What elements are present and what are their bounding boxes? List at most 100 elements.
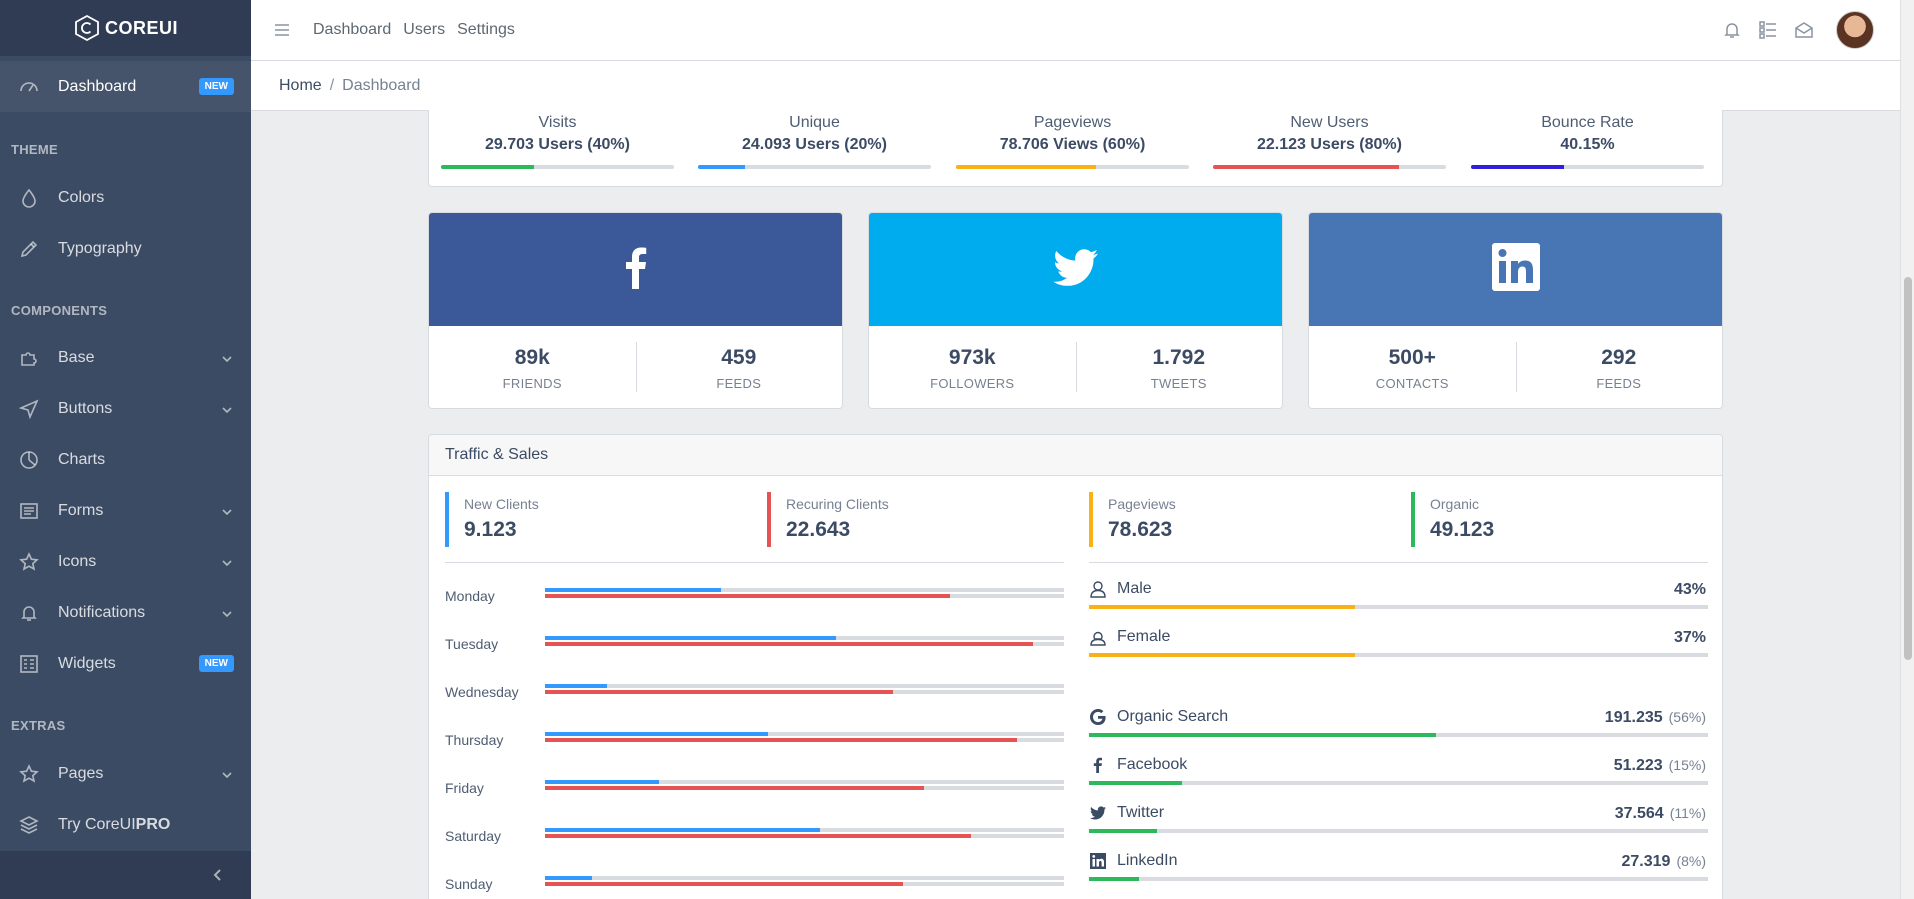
social-stat: 459 FEEDS <box>636 326 843 408</box>
metric-percent: (11%) <box>1669 805 1706 821</box>
callout-new-clients: New Clients 9.123 <box>445 492 539 547</box>
sidebar-item-notifications[interactable]: Notifications <box>0 587 251 638</box>
bar-fill <box>545 786 924 790</box>
recuring-clients-bar <box>545 834 1064 838</box>
sidebar-item-colors[interactable]: Colors <box>0 172 251 223</box>
sidebar-item-try-coreui-pro[interactable]: Try CoreUIPRO <box>0 799 251 850</box>
stat-progress-fill <box>1213 165 1400 169</box>
metric-number: 37% <box>1673 629 1706 646</box>
recuring-clients-bar <box>545 642 1064 646</box>
new-clients-bar <box>545 780 1064 784</box>
chevron-down-icon <box>221 607 233 619</box>
metric-row-label: Twitter <box>1089 804 1164 822</box>
recuring-clients-bar <box>545 738 1064 742</box>
breadcrumb-separator: / <box>329 76 335 94</box>
cursor-icon <box>18 398 40 420</box>
sidebar-item-pages[interactable]: Pages <box>0 748 251 799</box>
metric-progress-fill <box>1089 781 1182 785</box>
bell-icon[interactable] <box>1722 20 1742 40</box>
page-scrollbar[interactable] <box>1900 0 1914 899</box>
sidebar-item-buttons[interactable]: Buttons <box>0 383 251 434</box>
header: Dashboard Users Settings <box>251 0 1900 61</box>
layers-icon <box>18 814 40 836</box>
header-link-settings[interactable]: Settings <box>457 21 515 38</box>
stat-value: 22.123 Users (80%) <box>1257 136 1402 153</box>
header-link-dashboard[interactable]: Dashboard <box>313 21 392 38</box>
bar-fill <box>545 732 769 736</box>
header-link-users[interactable]: Users <box>403 21 446 38</box>
sidebar-minimizer[interactable] <box>0 851 251 899</box>
metric-value: 51.223 (15%) <box>1614 757 1706 775</box>
chevron-down-icon <box>221 768 233 780</box>
social-stat-value: 973k <box>948 346 996 369</box>
new-badge: NEW <box>198 78 234 95</box>
social-stat-value: 459 <box>721 346 757 369</box>
stat-progress <box>956 165 1189 169</box>
social-stat-label: FEEDS <box>716 376 762 391</box>
drop-icon <box>18 187 40 209</box>
metric-progress <box>1089 653 1708 657</box>
user-avatar[interactable] <box>1836 11 1874 49</box>
stat-label: Bounce Rate <box>1541 114 1634 131</box>
sidebar-item-charts[interactable]: Charts <box>0 434 251 485</box>
metric-row-label: LinkedIn <box>1089 852 1178 870</box>
metric-progress-fill <box>1089 733 1436 737</box>
metric-label: LinkedIn <box>1117 852 1178 869</box>
nav-title-components: COMPONENTS <box>11 303 108 318</box>
day-label: Saturday <box>445 828 502 844</box>
bar-fill <box>545 588 722 592</box>
metric-label: Twitter <box>1117 804 1165 821</box>
stat-label: Visits <box>538 114 577 131</box>
day-label: Wednesday <box>445 684 519 700</box>
stat-bounce-rate: Bounce Rate 40.15% <box>1471 114 1704 154</box>
metric-value: 27.319 (8%) <box>1622 853 1707 871</box>
chart-pie-icon <box>18 449 40 471</box>
envelope-open-icon[interactable] <box>1794 20 1814 40</box>
callout-organic: Organic 49.123 <box>1411 492 1494 547</box>
callout-label: Pageviews <box>1108 496 1176 512</box>
sidebar-item-dashboard[interactable]: Dashboard NEW <box>0 61 251 112</box>
user-icon <box>1089 580 1117 598</box>
new-clients-bar <box>545 732 1064 736</box>
metric-progress <box>1089 733 1708 737</box>
callout-recuring-clients: Recuring Clients 22.643 <box>767 492 889 547</box>
social-stat: 1.792 TWEETS <box>1076 326 1283 408</box>
metric-value: 191.235 (56%) <box>1605 709 1706 727</box>
bar-fill <box>545 642 1033 646</box>
stat-pageviews: Pageviews 78.706 Views (60%) <box>956 114 1189 154</box>
brand-logo[interactable]: COREUI <box>0 0 251 56</box>
social-header-linkedin <box>1309 213 1722 326</box>
social-stat-value: 89k <box>514 346 550 369</box>
metric-progress-fill <box>1089 653 1356 657</box>
task-list-icon[interactable] <box>1758 20 1778 40</box>
social-stat-value: 500+ <box>1388 346 1436 369</box>
sidebar-item-typography[interactable]: Typography <box>0 223 251 274</box>
recuring-clients-bar <box>545 786 1064 790</box>
stat-new-users: New Users 22.123 Users (80%) <box>1213 114 1446 154</box>
sidebar-item-icons[interactable]: Icons <box>0 536 251 587</box>
metric-number: 27.319 <box>1621 853 1671 870</box>
menu-toggle-icon[interactable] <box>273 21 291 39</box>
metric-progress-fill <box>1089 829 1158 833</box>
sidebar-item-widgets[interactable]: Widgets NEW <box>0 638 251 689</box>
sidebar-item-base[interactable]: Base <box>0 332 251 383</box>
linkedin-icon <box>1488 239 1544 300</box>
nav-title-extras: EXTRAS <box>11 718 66 733</box>
divider <box>1075 342 1077 392</box>
day-label: Friday <box>445 780 484 796</box>
bar-fill <box>545 594 950 598</box>
day-label: Tuesday <box>445 636 499 652</box>
sidebar-item-label: Dashboard <box>58 77 137 95</box>
recuring-clients-bar <box>545 882 1064 886</box>
scrollbar-thumb[interactable] <box>1904 277 1912 660</box>
callout-label: Organic <box>1430 496 1480 512</box>
star-icon <box>18 551 40 573</box>
bar-fill <box>545 636 836 640</box>
stat-unique: Unique 24.093 Users (20%) <box>698 114 931 154</box>
breadcrumb-home[interactable]: Home <box>279 76 322 94</box>
chevron-down-icon <box>221 403 233 415</box>
sidebar-item-forms[interactable]: Forms <box>0 485 251 536</box>
twitter-icon <box>1048 239 1104 300</box>
metric-number: 51.223 <box>1613 757 1663 774</box>
bar-fill <box>545 780 660 784</box>
